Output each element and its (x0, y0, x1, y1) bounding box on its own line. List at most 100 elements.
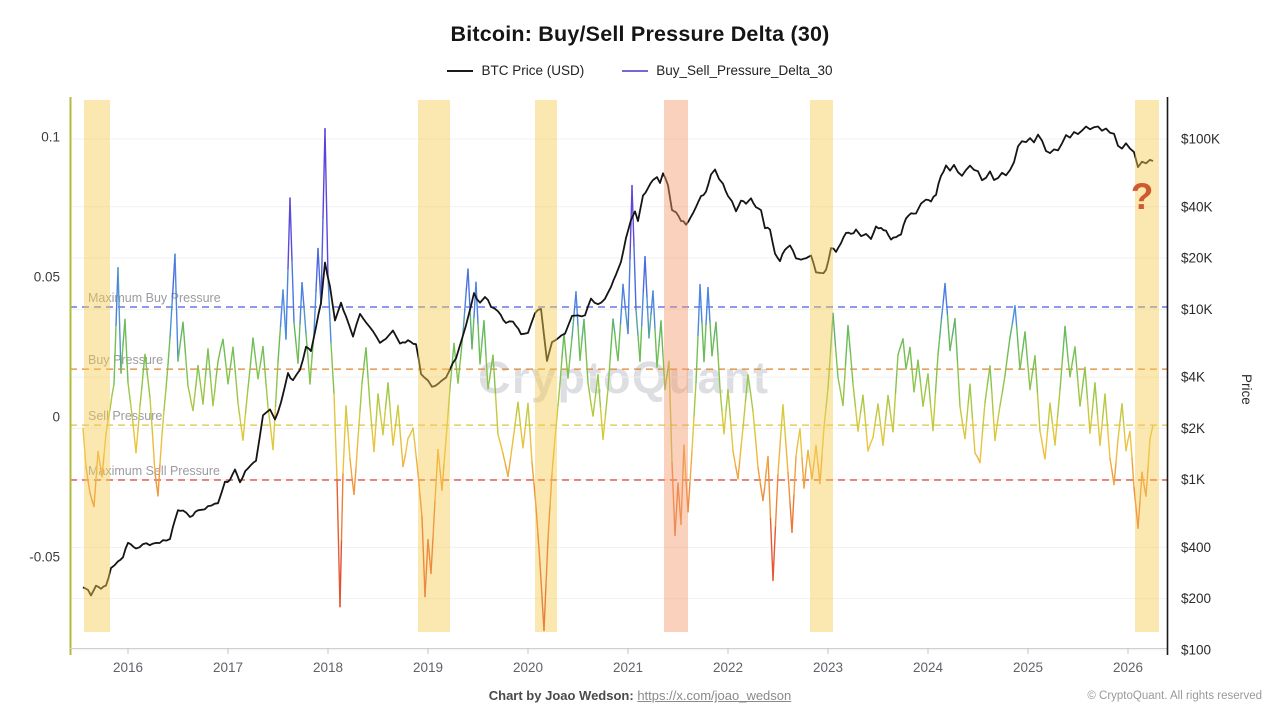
delta-line-segment (671, 462, 676, 537)
delta-line-segment (956, 361, 961, 407)
delta-line-segment (992, 414, 996, 442)
delta-line-segment (299, 282, 303, 325)
x-tick-label: 2019 (413, 660, 443, 675)
delta-line-segment (244, 387, 249, 414)
delta-line-segment (151, 433, 156, 474)
delta-line-segment (1115, 438, 1119, 464)
delta-line-segment (182, 321, 187, 355)
delta-line-segment (487, 377, 491, 390)
copyright-text: © CryptoQuant. All rights reserved (1087, 690, 1262, 702)
threshold-label: Maximum Buy Pressure (88, 291, 221, 305)
delta-line-segment (551, 449, 555, 475)
legend-item-btc-price[interactable]: BTC Price (USD) (447, 63, 584, 78)
delta-line-segment (247, 363, 252, 389)
highlight-band (535, 100, 557, 632)
delta-line-segment (384, 382, 389, 409)
left-axis-tick-label: 0.05 (34, 270, 60, 285)
delta-line-segment (1041, 439, 1044, 452)
right-axis-tick-label: $1K (1181, 472, 1205, 487)
delta-line-segment (533, 483, 537, 508)
x-tick-label: 2025 (1013, 660, 1043, 675)
delta-line-segment (757, 466, 762, 486)
delta-line-segment (553, 426, 557, 451)
delta-line-segment (954, 318, 959, 363)
delta-line-segment (1079, 386, 1084, 407)
delta-line-segment (287, 197, 291, 270)
delta-line-segment (709, 321, 713, 357)
delta-line-segment (872, 419, 877, 439)
highlight-band (418, 100, 450, 632)
right-axis-tick-label: $100 (1181, 642, 1211, 657)
delta-line-segment (349, 458, 353, 479)
legend-label-delta: Buy_Sell_Pressure_Delta_30 (656, 63, 833, 78)
delta-line-segment (555, 405, 559, 429)
delta-line-segment (660, 320, 664, 357)
delta-line-segment (397, 404, 402, 438)
delta-line-segment (939, 317, 943, 339)
delta-line-segment (585, 351, 589, 384)
delta-line-segment (1123, 426, 1127, 452)
delta-line-segment (163, 387, 167, 412)
delta-line-segment (412, 427, 416, 444)
delta-line-segment (791, 493, 795, 533)
delta-line-segment (194, 364, 199, 390)
delta-line-segment (1109, 457, 1113, 472)
delta-line-segment (1101, 393, 1106, 421)
delta-line-segment (204, 348, 209, 377)
delta-line-segment (199, 383, 204, 405)
delta-line-segment (1113, 461, 1117, 486)
delta-line-segment (579, 338, 583, 361)
delta-line-segment (964, 419, 968, 440)
delta-line-segment (1096, 414, 1101, 446)
delta-line-segment (597, 374, 602, 409)
delta-line-segment (867, 442, 872, 452)
delta-line-segment (120, 344, 124, 374)
delta-line-segment (154, 472, 159, 497)
delta-line-segment (432, 500, 436, 539)
delta-line-segment (677, 482, 682, 526)
delta-line-segment (674, 482, 679, 537)
delta-line-segment (892, 392, 897, 433)
delta-line-segment (427, 539, 432, 575)
delta-line-segment (214, 375, 217, 393)
delta-line-segment (905, 357, 909, 370)
delta-line-segment (301, 282, 305, 308)
delta-line-segment (522, 424, 527, 449)
delta-line-segment (272, 405, 277, 451)
delta-line-segment (477, 323, 481, 365)
delta-line-segment (277, 325, 282, 363)
delta-line-segment (563, 332, 567, 357)
x-tick-label: 2017 (213, 660, 243, 675)
delta-line-segment (447, 387, 451, 415)
question-mark-annotation: ? (1131, 176, 1154, 217)
delta-line-segment (1039, 430, 1043, 441)
delta-line-segment (922, 389, 927, 407)
delta-line-segment (293, 322, 297, 344)
delta-line-segment (519, 425, 524, 449)
delta-line-segment (795, 440, 799, 457)
delta-line-segment (336, 478, 341, 608)
delta-line-segment (87, 479, 91, 494)
delta-line-segment (837, 376, 841, 388)
delta-line-segment (359, 382, 363, 412)
delta-line-segment (367, 376, 371, 407)
delta-line-segment (617, 323, 622, 362)
delta-line-segment (449, 365, 453, 389)
credit-link[interactable]: https://x.com/joao_wedson (637, 688, 792, 703)
delta-line-segment (991, 389, 994, 416)
delta-line-segment (664, 374, 668, 391)
delta-line-segment (177, 340, 182, 362)
delta-line-segment (399, 436, 404, 468)
legend-item-delta[interactable]: Buy_Sell_Pressure_Delta_30 (622, 63, 833, 78)
delta-line-segment (414, 442, 417, 459)
delta-line-segment (389, 402, 392, 425)
delta-line-segment (124, 318, 129, 384)
delta-line-segment (392, 425, 397, 446)
delta-line-segment (404, 437, 409, 455)
delta-line-segment (767, 456, 772, 520)
btc-price-line (82, 125, 1154, 597)
page-title: Bitcoin: Buy/Sell Pressure Delta (30) (450, 22, 830, 46)
delta-line-segment (1066, 343, 1069, 362)
delta-line-segment (882, 419, 887, 446)
